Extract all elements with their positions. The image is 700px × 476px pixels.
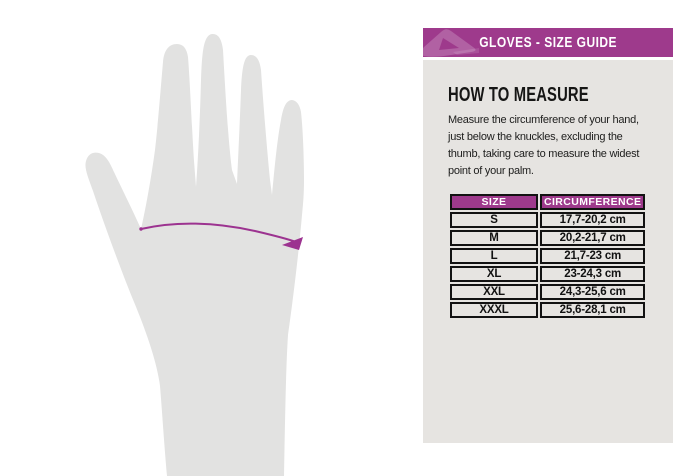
- instruction-line: Measure the circumference of your hand,: [448, 114, 639, 126]
- hand-silhouette: [85, 33, 305, 476]
- hand-illustration: [85, 33, 305, 476]
- brand-logo-icon: [423, 29, 479, 57]
- size-table-cell: 23-24,3 cm: [540, 266, 646, 282]
- size-table-row: XXXL 25,6-28,1 cm: [450, 302, 646, 318]
- size-column-header: SIZE: [450, 194, 538, 210]
- size-table: SIZE CIRCUMFERENCE S 17,7-20,2 cm M 20,2-21…: [448, 192, 647, 320]
- how-to-measure-heading: HOW TO MEASURE: [448, 84, 589, 106]
- size-table-row: M 20,2-21,7 cm: [450, 230, 646, 246]
- how-to-measure-panel: HOW TO MEASURE Measure the circumference…: [423, 60, 673, 443]
- size-table-cell: 17,7-20,2 cm: [540, 212, 646, 228]
- size-table-cell: 24,3-25,6 cm: [540, 284, 646, 300]
- size-table-cell: 20,2-21,7 cm: [540, 230, 646, 246]
- size-table-cell: XL: [450, 266, 538, 282]
- size-table-row: XXL 24,3-25,6 cm: [450, 284, 646, 300]
- size-table-cell: 25,6-28,1 cm: [540, 302, 646, 318]
- size-table-header-row: SIZE CIRCUMFERENCE: [450, 194, 646, 210]
- size-table-cell: L: [450, 248, 538, 264]
- size-table-cell: XXXL: [450, 302, 538, 318]
- instruction-line: point of your palm.: [448, 165, 534, 177]
- circumference-column-header: CIRCUMFERENCE: [540, 194, 646, 210]
- instruction-line: thumb, taking care to measure the widest: [448, 148, 640, 160]
- size-table-cell: 21,7-23 cm: [540, 248, 646, 264]
- size-table-cell: M: [450, 230, 538, 246]
- size-table-cell: XXL: [450, 284, 538, 300]
- size-guide-banner: GLOVES - SIZE GUIDE: [423, 28, 673, 57]
- size-table-cell: S: [450, 212, 538, 228]
- measure-instructions: Measure the circumference of your hand, …: [448, 112, 673, 180]
- size-table-row: XL 23-24,3 cm: [450, 266, 646, 282]
- size-table-row: S 17,7-20,2 cm: [450, 212, 646, 228]
- measure-arrow: [139, 222, 303, 250]
- banner-title: GLOVES - SIZE GUIDE: [479, 34, 617, 51]
- instruction-line: just below the knuckles, excluding the: [448, 131, 623, 143]
- size-table-row: L 21,7-23 cm: [450, 248, 646, 264]
